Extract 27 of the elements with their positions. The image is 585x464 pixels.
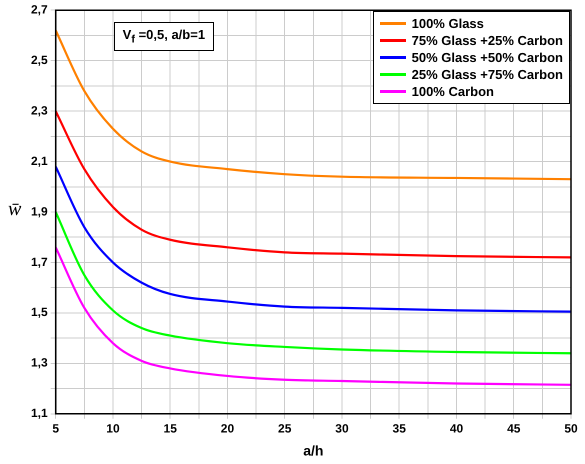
y-tick-label: 1,1 (30, 406, 48, 420)
x-tick-label: 20 (220, 421, 234, 436)
x-tick-label: 45 (507, 421, 521, 436)
y-tick-label: 1,5 (30, 305, 48, 320)
legend-label: 100% Carbon (412, 84, 494, 100)
x-tick-label: 40 (450, 421, 464, 436)
y-tick-label: 1,3 (30, 356, 48, 370)
x-tick-label: 5 (52, 421, 60, 436)
y-tick-label: 2,7 (30, 2, 48, 17)
legend-label: 25% Glass +75% Carbon (412, 67, 563, 82)
annotation: V$_{f}$ =0,5, a/b=1 (114, 22, 214, 51)
y-axis-title: w̄ (8, 198, 22, 221)
y-tick-label: 1,7 (30, 254, 48, 269)
legend-label: 75% Glass +25% Carbon (412, 33, 563, 48)
x-axis-title: a/h (303, 442, 324, 458)
x-tick-label: 35 (392, 421, 406, 436)
y-tick-label: 1,9 (30, 204, 48, 218)
legend-label: 100% Glass (412, 16, 484, 32)
y-tick-label: 2,1 (30, 154, 48, 168)
x-tick-label: 15 (164, 421, 178, 436)
y-tick-label: 2,5 (30, 52, 48, 67)
x-tick-label: 30 (335, 421, 349, 436)
legend-label: 50% Glass +50% Carbon (412, 50, 563, 66)
x-tick-label: 10 (106, 421, 120, 436)
x-tick-label: 50 (564, 421, 578, 436)
x-tick-label: 25 (278, 421, 292, 436)
y-tick-label: 2,3 (30, 103, 48, 118)
